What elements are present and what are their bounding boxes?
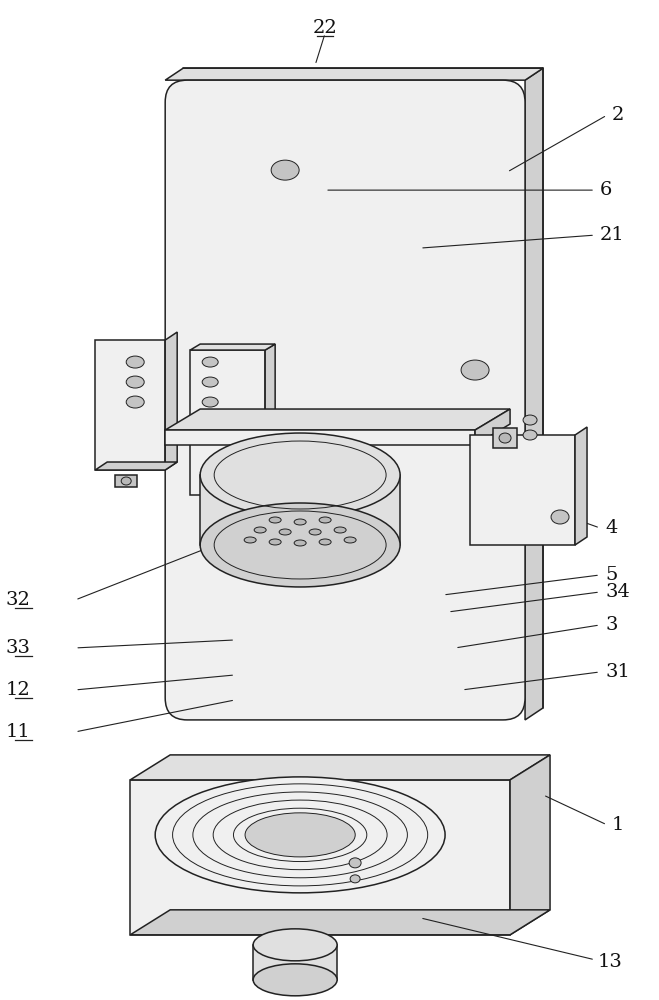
Ellipse shape	[523, 415, 537, 425]
Polygon shape	[253, 945, 337, 980]
Ellipse shape	[202, 397, 218, 407]
Polygon shape	[510, 755, 550, 935]
Ellipse shape	[461, 360, 489, 380]
Text: 6: 6	[600, 181, 612, 199]
Ellipse shape	[121, 477, 131, 485]
Ellipse shape	[349, 858, 361, 868]
Ellipse shape	[309, 529, 321, 535]
Ellipse shape	[294, 540, 306, 546]
Polygon shape	[200, 475, 400, 545]
Ellipse shape	[269, 539, 281, 545]
Ellipse shape	[196, 360, 224, 380]
Ellipse shape	[202, 377, 218, 387]
Polygon shape	[575, 427, 587, 545]
Text: 33: 33	[5, 639, 30, 657]
Polygon shape	[165, 68, 543, 80]
Ellipse shape	[523, 430, 537, 440]
Polygon shape	[95, 340, 165, 470]
Ellipse shape	[244, 537, 256, 543]
Ellipse shape	[254, 527, 266, 533]
Text: 21: 21	[600, 226, 625, 244]
Text: 22: 22	[313, 19, 337, 37]
Ellipse shape	[127, 356, 144, 368]
Polygon shape	[493, 428, 517, 448]
Ellipse shape	[499, 433, 511, 443]
Polygon shape	[165, 430, 475, 445]
Polygon shape	[190, 350, 265, 495]
Ellipse shape	[294, 519, 306, 525]
Polygon shape	[525, 68, 543, 720]
Text: 2: 2	[612, 106, 624, 124]
Text: 1: 1	[612, 816, 624, 834]
Polygon shape	[475, 409, 510, 445]
FancyBboxPatch shape	[165, 80, 525, 720]
Polygon shape	[165, 332, 177, 470]
Polygon shape	[470, 435, 575, 545]
Text: 32: 32	[5, 591, 30, 609]
Polygon shape	[190, 344, 275, 350]
Ellipse shape	[253, 964, 337, 996]
Ellipse shape	[334, 527, 346, 533]
Ellipse shape	[319, 517, 331, 523]
Polygon shape	[115, 475, 137, 487]
Ellipse shape	[155, 777, 445, 893]
Ellipse shape	[271, 160, 299, 180]
Ellipse shape	[551, 510, 569, 524]
Polygon shape	[165, 409, 510, 430]
Polygon shape	[130, 780, 510, 935]
Text: 4: 4	[605, 519, 617, 537]
Polygon shape	[130, 755, 550, 780]
Ellipse shape	[214, 511, 386, 579]
Polygon shape	[95, 462, 177, 470]
Ellipse shape	[350, 875, 360, 883]
Ellipse shape	[279, 529, 291, 535]
Text: 11: 11	[5, 723, 30, 741]
Ellipse shape	[127, 396, 144, 408]
Polygon shape	[265, 344, 275, 495]
Ellipse shape	[269, 517, 281, 523]
Text: 12: 12	[5, 681, 30, 699]
Text: 31: 31	[605, 663, 630, 681]
Ellipse shape	[200, 503, 400, 587]
Text: 5: 5	[605, 566, 617, 584]
Ellipse shape	[127, 376, 144, 388]
Text: 13: 13	[598, 953, 623, 971]
Ellipse shape	[253, 929, 337, 961]
Ellipse shape	[200, 433, 400, 517]
Ellipse shape	[344, 537, 356, 543]
Ellipse shape	[319, 539, 331, 545]
Ellipse shape	[202, 357, 218, 367]
Text: 3: 3	[605, 616, 617, 634]
Ellipse shape	[245, 813, 355, 857]
Polygon shape	[130, 910, 550, 935]
Text: 34: 34	[605, 583, 630, 601]
